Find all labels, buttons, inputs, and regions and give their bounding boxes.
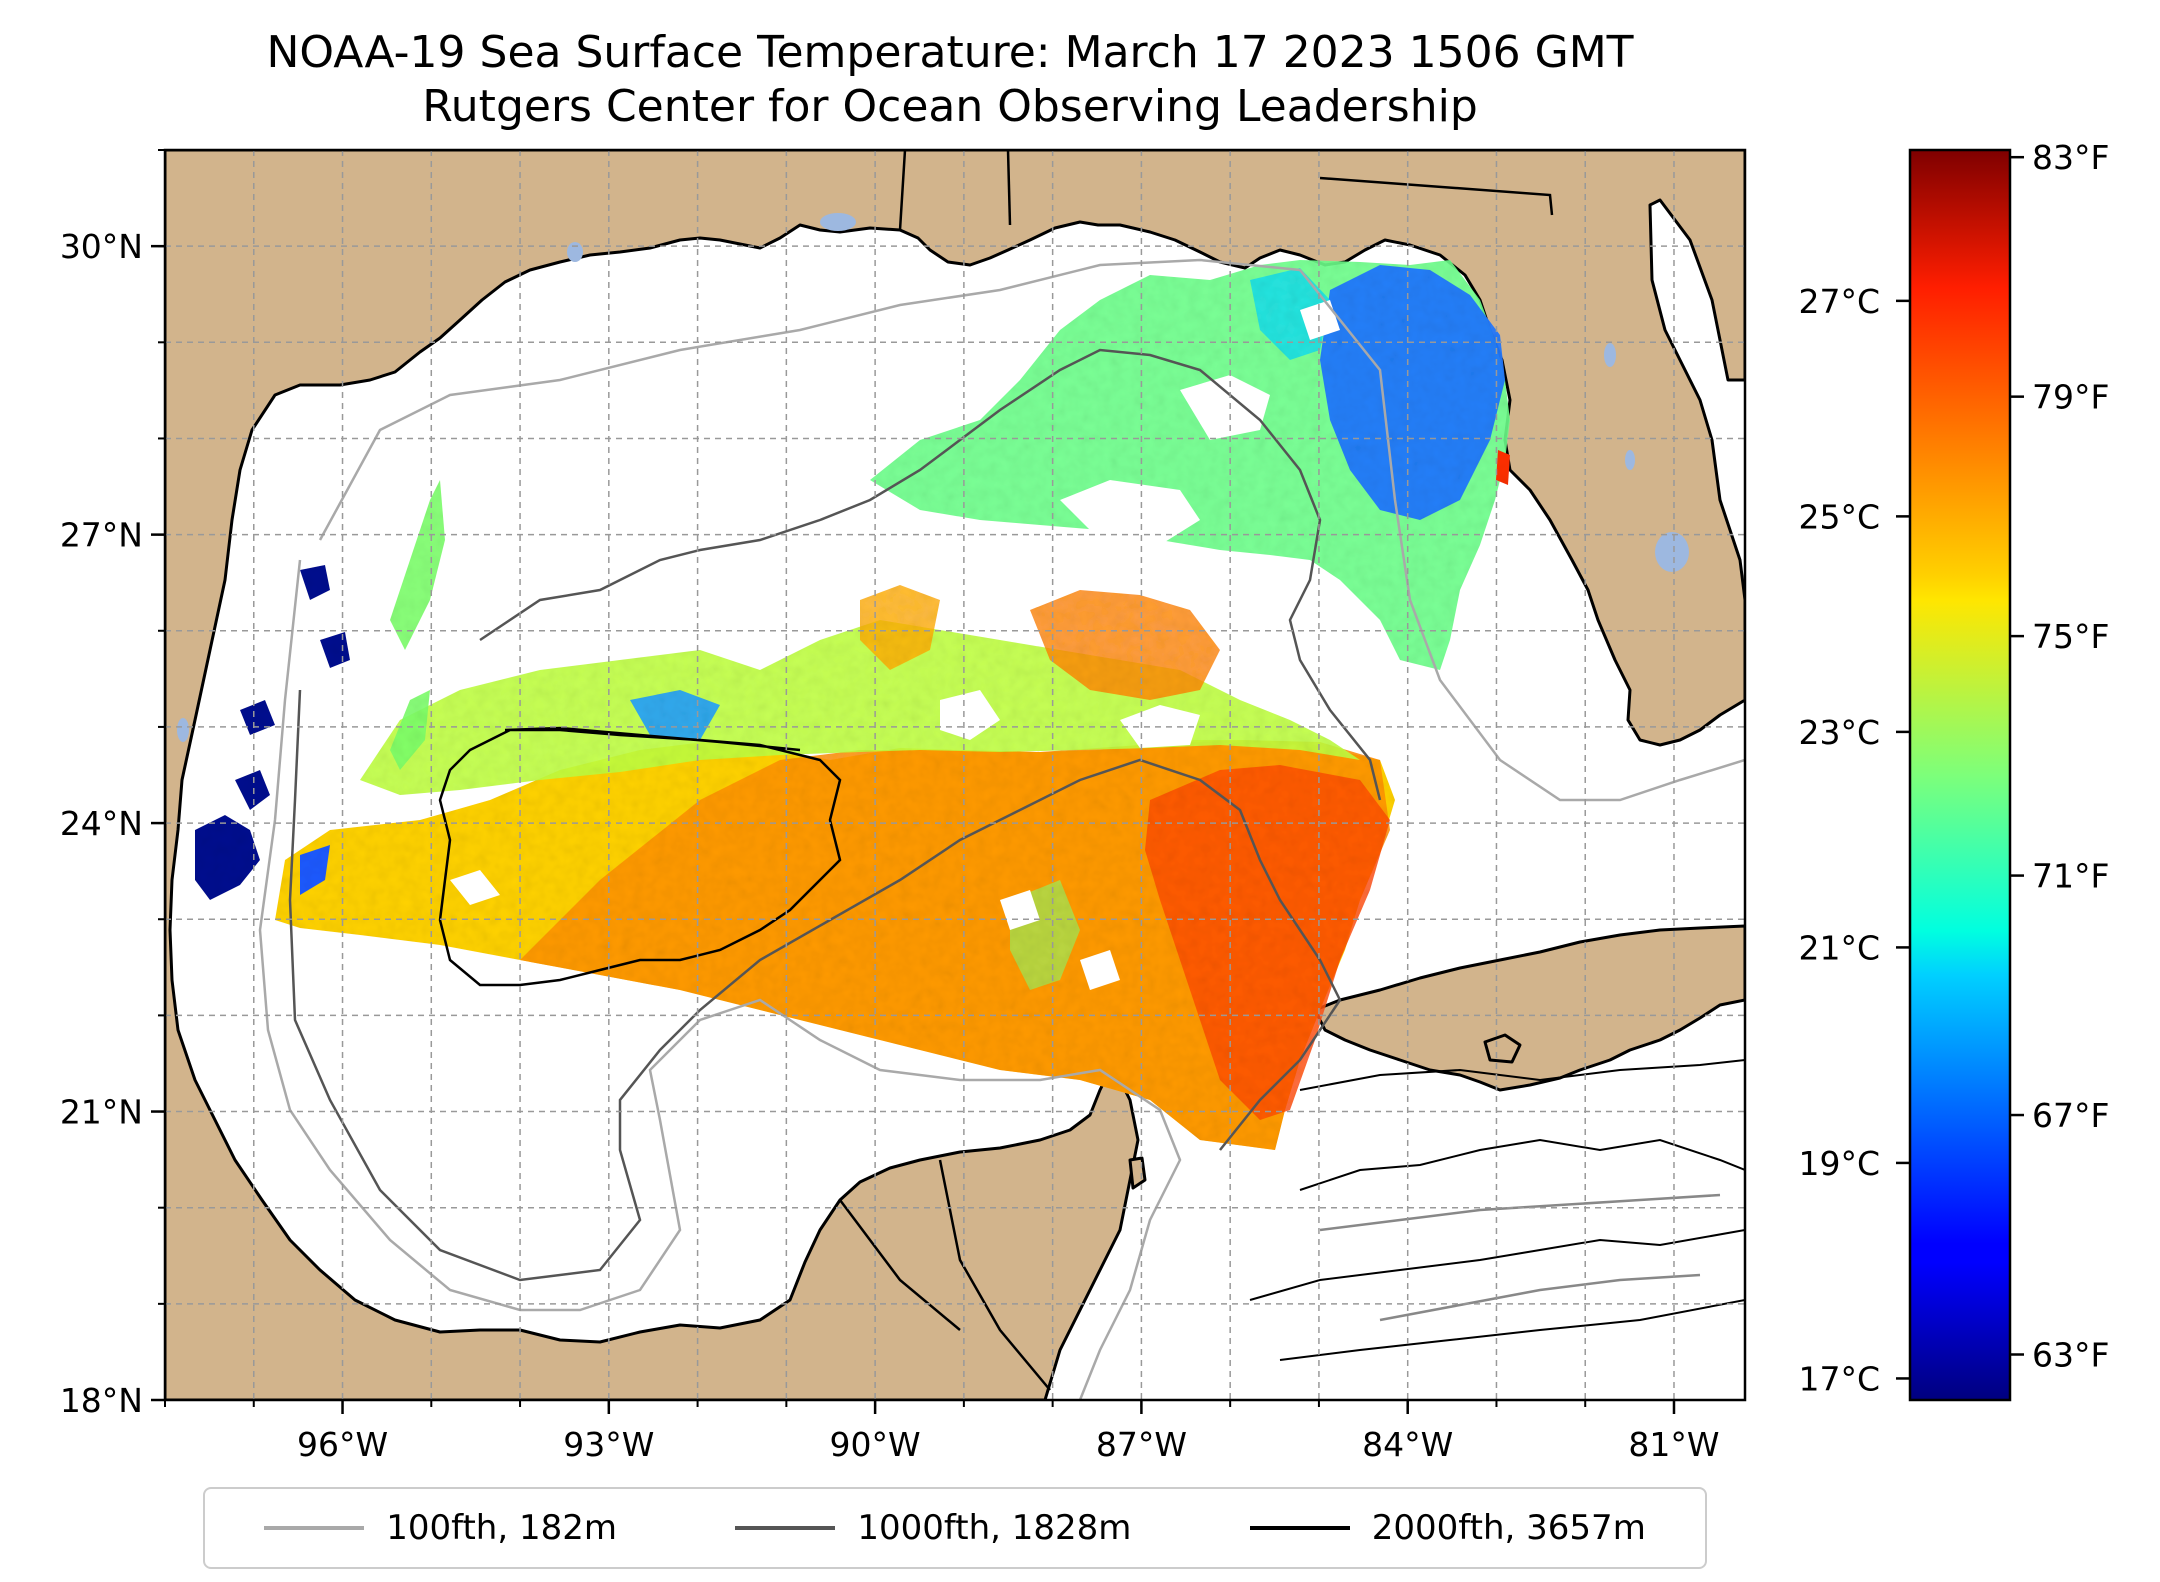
lon-tick-label: 87°W bbox=[1096, 1425, 1187, 1464]
legend-item-100fth: 100fth, 182m bbox=[264, 1508, 617, 1548]
legend-label-2000fth: 2000fth, 3657m bbox=[1371, 1508, 1646, 1548]
land-masses bbox=[165, 150, 1745, 1400]
celsius-tick-label: 27°C bbox=[1798, 282, 1880, 321]
fahrenheit-tick-label: 67°F bbox=[2032, 1096, 2109, 1135]
legend-label-100fth: 100fth, 182m bbox=[386, 1508, 617, 1548]
fahrenheit-tick-label: 83°F bbox=[2032, 138, 2109, 177]
map-frame bbox=[163, 148, 1747, 1402]
fahrenheit-tick-label: 63°F bbox=[2032, 1336, 2109, 1375]
colorbar-fahrenheit-axis: 63°F 67°F 71°F 75°F 79°F 83°F bbox=[2010, 138, 2109, 1375]
sst-swath-mid-orange bbox=[1030, 590, 1220, 700]
lake-texas bbox=[177, 718, 189, 742]
land-isla-juventud bbox=[1483, 1033, 1522, 1064]
legend-swatch-1000fth bbox=[735, 1526, 836, 1530]
lakes bbox=[177, 213, 1689, 742]
lake-louisiana bbox=[567, 242, 583, 262]
land-cuba bbox=[1313, 924, 1745, 1092]
fahrenheit-tick-label: 79°F bbox=[2032, 378, 2109, 417]
lat-tick-label: 27°N bbox=[60, 516, 143, 555]
sst-swath-north-blue bbox=[1320, 265, 1505, 520]
lat-tick-label: 21°N bbox=[60, 1093, 143, 1132]
legend-swatch-100fth bbox=[264, 1526, 365, 1530]
lon-tick-label: 81°W bbox=[1628, 1425, 1719, 1464]
sst-coast-red bbox=[1496, 450, 1510, 485]
lat-tick-label: 24°N bbox=[60, 804, 143, 843]
legend-item-1000fth: 1000fth, 1828m bbox=[735, 1508, 1131, 1548]
contour-2000fth bbox=[438, 726, 842, 987]
contour-1000fth bbox=[288, 348, 1382, 1282]
celsius-tick-label: 19°C bbox=[1798, 1144, 1880, 1183]
bathymetry-contours bbox=[258, 258, 1745, 1400]
lon-tick-label: 96°W bbox=[297, 1425, 388, 1464]
colorbar-celsius-axis: 17°C 19°C 21°C 23°C 25°C 27°C bbox=[1798, 282, 1910, 1398]
fahrenheit-tick-label: 71°F bbox=[2032, 857, 2109, 896]
lon-tick-label: 84°W bbox=[1362, 1425, 1453, 1464]
celsius-tick-label: 21°C bbox=[1798, 928, 1880, 967]
lake-north-florida bbox=[1604, 343, 1616, 367]
celsius-tick-label: 17°C bbox=[1798, 1359, 1880, 1398]
contour-legend: 100fth, 182m 1000fth, 1828m 2000fth, 365… bbox=[203, 1487, 1707, 1569]
sst-swath-mid-orange-2 bbox=[860, 585, 940, 670]
state-borders bbox=[839, 150, 1554, 1391]
celsius-tick-label: 23°C bbox=[1798, 713, 1880, 752]
title-line-1: NOAA-19 Sea Surface Temperature: March 1… bbox=[266, 27, 1634, 78]
sst-west-greens bbox=[390, 480, 445, 770]
title-line-2: Rutgers Center for Ocean Observing Leade… bbox=[422, 81, 1478, 132]
legend-item-2000fth: 2000fth, 3657m bbox=[1249, 1508, 1646, 1548]
lake-pontchartrain bbox=[820, 213, 856, 231]
celsius-tick-label: 25°C bbox=[1798, 497, 1880, 536]
sst-swath-south-red bbox=[1145, 765, 1390, 1120]
lake-okeechobee bbox=[1655, 532, 1689, 572]
latitude-axis: 18°N 21°N 24°N 27°N 30°N bbox=[60, 149, 165, 1420]
sst-swath-southwest-blue bbox=[300, 845, 330, 895]
lat-tick-label: 18°N bbox=[60, 1381, 143, 1420]
figure-title: NOAA-19 Sea Surface Temperature: March 1… bbox=[0, 26, 1900, 134]
contour-2000fth-caribbean bbox=[1249, 1059, 1745, 1361]
legend-swatch-2000fth bbox=[1249, 1526, 1350, 1530]
colorbar bbox=[1908, 148, 2012, 1402]
lon-tick-label: 90°W bbox=[830, 1425, 921, 1464]
fahrenheit-tick-label: 75°F bbox=[2032, 617, 2109, 656]
sst-swath bbox=[195, 260, 1510, 1150]
lon-tick-label: 93°W bbox=[563, 1425, 654, 1464]
land-north-west bbox=[165, 150, 1745, 1400]
lake-central-florida bbox=[1625, 450, 1635, 470]
legend-label-1000fth: 1000fth, 1828m bbox=[857, 1508, 1132, 1548]
contour-100fth bbox=[258, 258, 1745, 1400]
longitude-axis: 96°W 93°W 90°W 87°W 84°W 81°W bbox=[164, 1400, 1720, 1464]
sst-west-dark-blue bbox=[195, 565, 350, 900]
lat-tick-label: 30°N bbox=[60, 227, 143, 266]
